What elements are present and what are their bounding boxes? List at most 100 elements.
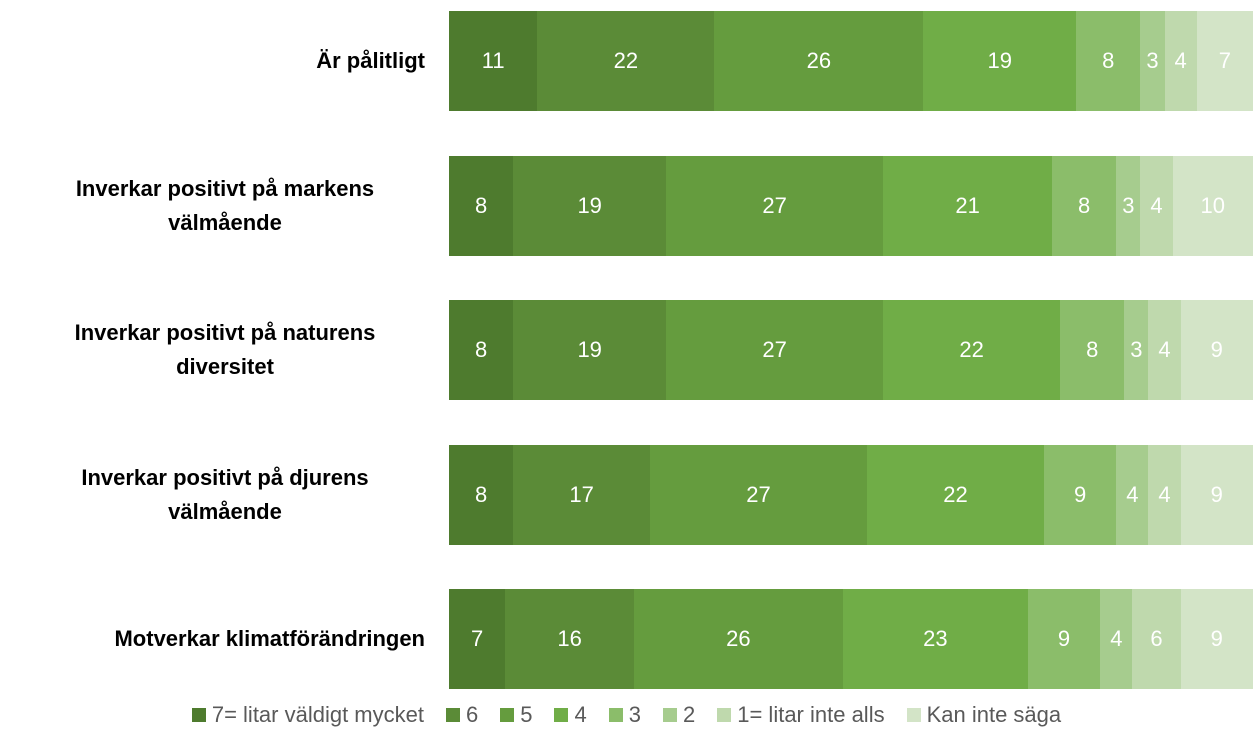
data-label: 7 (471, 626, 484, 651)
legend-swatch (445, 708, 460, 722)
bar-segment: 4 (1116, 444, 1149, 545)
category-label: Inverkar positivt på naturens diversitet (0, 316, 425, 384)
legend-swatch (191, 708, 206, 722)
bar-segment: 16 (505, 589, 634, 689)
category-label: Är pålitligt (0, 44, 425, 78)
data-label: 11 (481, 48, 505, 73)
bar-segment: 6 (1132, 589, 1181, 689)
data-label: 3 (1146, 48, 1159, 73)
data-label: 26 (726, 626, 751, 651)
category-text: Inverkar positivt på markens välmående (75, 175, 375, 235)
data-label: 4 (1110, 626, 1123, 651)
data-label: 4 (1158, 337, 1171, 362)
legend-label: 6 (465, 702, 479, 727)
bar-segment: 10 (1172, 155, 1253, 256)
bar-segment: 19 (923, 11, 1077, 111)
bar-segment: 9 (1043, 444, 1117, 545)
legend-item: 2 (662, 702, 696, 728)
legend-item: 4 (554, 702, 587, 728)
data-label: 17 (569, 481, 594, 507)
bar-segment: 8 (1076, 11, 1141, 111)
legend: 7= litar väldigt mycket 6 5 4 3 2 1= litar int… (0, 702, 1253, 728)
legend-swatch (608, 708, 623, 722)
data-label: 8 (1102, 48, 1115, 73)
legend-label: 3 (628, 702, 641, 727)
legend-label: 5 (520, 702, 533, 727)
legend-label: Kan inte säga (926, 702, 1062, 727)
bar-segment: 4 (1164, 11, 1197, 111)
data-label: 8 (475, 192, 488, 218)
legend-swatch (906, 708, 921, 722)
legend-label: 7= litar väldigt mycket (211, 702, 424, 727)
legend-item: Kan inte säga (906, 702, 1062, 728)
data-label: 21 (955, 192, 980, 218)
data-label: 9 (1210, 626, 1223, 651)
bar-segment: 27 (666, 155, 884, 256)
bar-segment: 7 (449, 589, 506, 689)
legend-label: 2 (682, 702, 696, 727)
legend-item: 7= litar väldigt mycket (191, 702, 424, 728)
bar-segment: 27 (650, 444, 868, 545)
data-label: 16 (557, 626, 582, 651)
category-text: Inverkar positivt på djurens välmående (81, 464, 369, 524)
bar-segment: 22 (867, 444, 1044, 545)
bar-segment: 8 (1060, 300, 1125, 400)
data-label: 19 (987, 48, 1012, 73)
data-label: 27 (762, 337, 787, 362)
data-label: 19 (577, 192, 602, 218)
bar-segment: 21 (883, 155, 1052, 256)
category-text: Inverkar positivt på naturens diversitet (74, 320, 376, 379)
data-label: 22 (943, 481, 968, 507)
bar-segment: 9 (1180, 444, 1253, 545)
legend-item: 1= litar inte alls (717, 702, 885, 728)
data-label: 7 (1218, 48, 1231, 73)
bar-segment: 9 (1027, 589, 1101, 689)
category-label: Inverkar positivt på djurens välmående (0, 461, 425, 529)
bar-segment: 4 (1100, 589, 1133, 689)
bar-segment: 23 (842, 589, 1028, 689)
data-label: 9 (1210, 481, 1223, 507)
legend-item: 3 (608, 702, 641, 728)
bar-segment: 26 (714, 11, 924, 111)
data-label: 10 (1200, 192, 1226, 218)
bar-segment: 9 (1180, 300, 1253, 400)
data-label: 22 (613, 48, 639, 73)
bar-segment: 9 (1180, 589, 1253, 689)
bar-segment: 8 (449, 444, 514, 545)
bar-segment: 26 (633, 589, 843, 689)
legend-label: 1= litar inte alls (737, 702, 885, 727)
bar-segment: 4 (1140, 155, 1173, 256)
data-label: 4 (1174, 48, 1187, 73)
data-label: 8 (1078, 192, 1091, 218)
legend-swatch (554, 708, 569, 722)
bar-segment: 19 (513, 300, 667, 400)
data-label: 6 (1150, 626, 1163, 651)
bar-segment: 22 (537, 11, 715, 111)
data-label: 4 (1150, 192, 1163, 218)
data-label: 27 (746, 481, 771, 507)
bar-segment: 7 (1196, 11, 1253, 111)
legend-item: 5 (500, 702, 532, 728)
bar-segment: 8 (449, 155, 514, 256)
data-label: 8 (475, 337, 488, 362)
bar-segment: 4 (1148, 300, 1181, 400)
data-label: 3 (1130, 337, 1143, 362)
data-label: 22 (959, 337, 984, 362)
data-label: 27 (762, 192, 787, 218)
data-label: 8 (1086, 337, 1099, 362)
data-label: 9 (1057, 626, 1071, 651)
bar-segment: 11 (449, 11, 538, 111)
bar-segment: 3 (1124, 300, 1149, 400)
data-label: 23 (923, 626, 948, 651)
legend-swatch (500, 708, 515, 722)
bar-segment: 8 (449, 300, 514, 400)
bar-segment: 19 (513, 155, 667, 256)
data-label: 19 (577, 337, 602, 362)
bar-segment: 3 (1116, 155, 1141, 256)
legend-label: 4 (574, 702, 587, 727)
bar-segment: 3 (1140, 11, 1165, 111)
legend-swatch (717, 708, 732, 722)
data-label: 9 (1074, 481, 1087, 507)
data-label: 9 (1210, 337, 1223, 362)
